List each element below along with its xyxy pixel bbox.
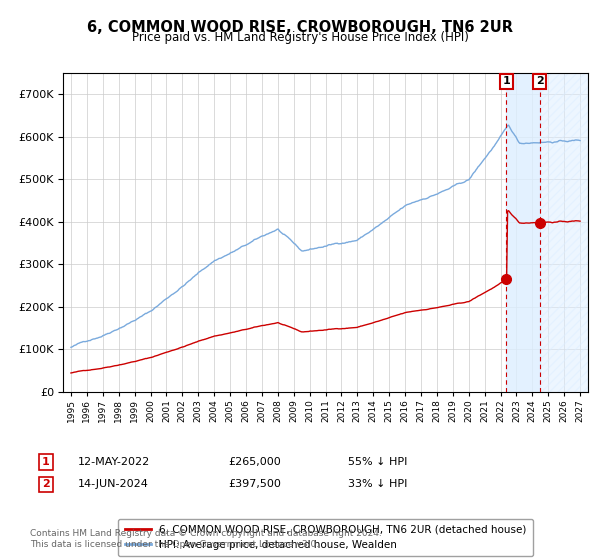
Text: Price paid vs. HM Land Registry's House Price Index (HPI): Price paid vs. HM Land Registry's House …: [131, 31, 469, 44]
Text: 14-JUN-2024: 14-JUN-2024: [78, 479, 149, 489]
Text: 1: 1: [42, 457, 50, 467]
Text: £397,500: £397,500: [228, 479, 281, 489]
Legend: 6, COMMON WOOD RISE, CROWBOROUGH, TN6 2UR (detached house), HPI: Average price, : 6, COMMON WOOD RISE, CROWBOROUGH, TN6 2U…: [118, 519, 533, 556]
Bar: [539, 73, 588, 392]
Text: 6, COMMON WOOD RISE, CROWBOROUGH, TN6 2UR: 6, COMMON WOOD RISE, CROWBOROUGH, TN6 2U…: [87, 20, 513, 35]
Text: 12-MAY-2022: 12-MAY-2022: [78, 457, 150, 467]
Text: 55% ↓ HPI: 55% ↓ HPI: [348, 457, 407, 467]
Text: Contains HM Land Registry data © Crown copyright and database right 2024.
This d: Contains HM Land Registry data © Crown c…: [30, 529, 382, 549]
Text: £265,000: £265,000: [228, 457, 281, 467]
Bar: [506, 73, 539, 392]
Text: 1: 1: [503, 76, 510, 86]
Text: 2: 2: [536, 76, 544, 86]
Text: 2: 2: [42, 479, 50, 489]
Text: 33% ↓ HPI: 33% ↓ HPI: [348, 479, 407, 489]
